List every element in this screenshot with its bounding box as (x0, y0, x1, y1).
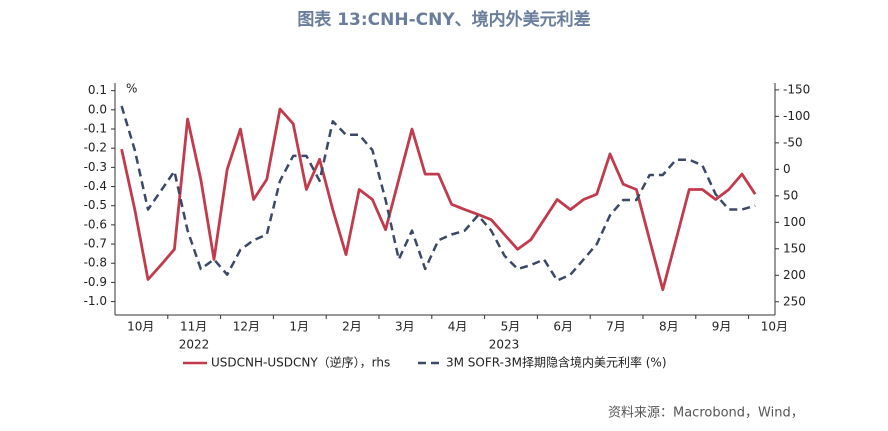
legend-label: 3M SOFR-3M择期隐含境内美元利率 (%) (446, 355, 667, 370)
series-line (120, 105, 756, 282)
y2-tick-label: 0 (783, 162, 791, 176)
y-tick-label: -0.6 (84, 217, 107, 231)
year-label: 2022 (179, 338, 210, 352)
y-tick-label: 0.1 (88, 83, 107, 97)
y-tick-label: -0.2 (84, 141, 107, 155)
x-tick-label: 11月 (180, 320, 207, 334)
y-tick-label: -0.3 (84, 160, 107, 174)
y-tick-label: -0.8 (84, 256, 107, 270)
source: 资料来源：Macrobond，Wind， (608, 406, 804, 421)
x-tick-label: 12月 (233, 320, 260, 334)
y2-tick-label: 50 (783, 188, 798, 202)
legend-label: USDCNH-USDCNY（逆序），rhs (211, 355, 390, 370)
x-tick-label: 5月 (501, 320, 521, 334)
y-tick-label: -0.9 (84, 275, 107, 289)
chart-title: 图表 13:CNH-CNY、境内外美元利差 (297, 9, 590, 30)
y2-tick-label: -100 (783, 109, 810, 123)
x-tick-label: 8月 (659, 320, 679, 334)
x-tick-label: 2月 (342, 320, 362, 334)
x-tick-label: 10月 (127, 320, 154, 334)
y-tick-label: -1.0 (84, 294, 107, 308)
y2-tick-label: -50 (783, 135, 803, 149)
x-tick-label: 1月 (289, 320, 309, 334)
y2-tick-label: 150 (783, 241, 806, 255)
series-line (120, 107, 757, 291)
y2-tick-label: 100 (783, 215, 806, 229)
x-tick-label: 10月 (761, 320, 788, 334)
x-tick-label: 6月 (553, 320, 573, 334)
y2-tick-label: -150 (783, 82, 810, 96)
y-tick-label: 0.0 (88, 102, 107, 116)
y-tick-label: -0.4 (84, 179, 107, 193)
y2-tick-label: 250 (783, 294, 806, 308)
x-tick-label: 3月 (395, 320, 415, 334)
x-tick-label: 4月 (448, 320, 468, 334)
y-axis-label: % (126, 82, 137, 96)
y2-tick-label: 200 (783, 268, 806, 282)
y-tick-label: -0.5 (84, 198, 107, 212)
y-tick-label: -0.1 (84, 122, 107, 136)
x-tick-label: 7月 (606, 320, 626, 334)
year-label: 2023 (489, 338, 520, 352)
x-tick-label: 9月 (712, 320, 732, 334)
y-tick-label: -0.7 (84, 237, 107, 251)
